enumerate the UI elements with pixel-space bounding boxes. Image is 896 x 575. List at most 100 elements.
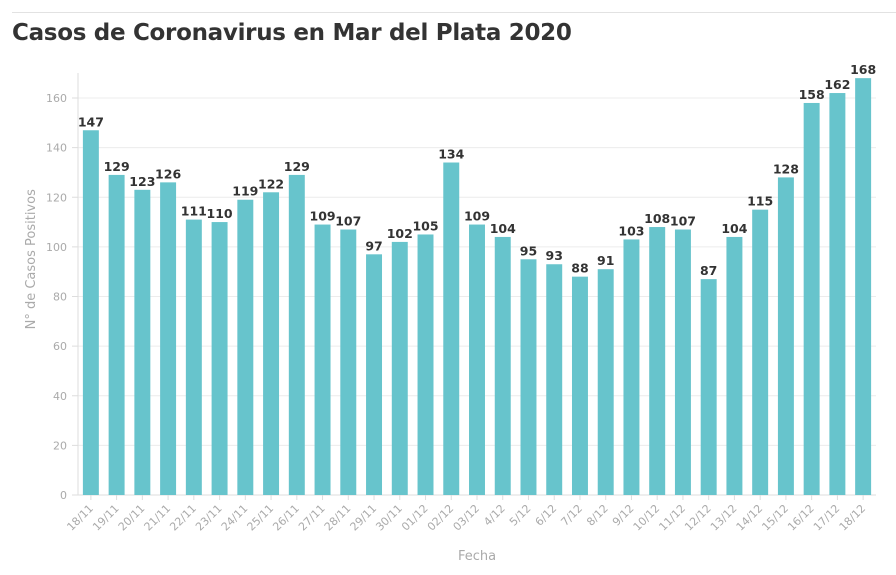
bar	[494, 236, 511, 495]
bar	[288, 174, 305, 495]
bar	[443, 162, 460, 495]
bar	[366, 254, 383, 495]
data-label: 115	[747, 194, 773, 209]
data-label: 111	[181, 204, 207, 219]
y-axis-title: N° de Casos Positivos	[24, 189, 39, 329]
bar	[752, 209, 769, 495]
y-tick-label: 20	[53, 439, 67, 452]
bar	[520, 259, 537, 495]
bar	[211, 222, 228, 495]
data-label: 107	[335, 214, 361, 229]
x-tick-label: 24/11	[219, 502, 251, 534]
y-tick-label: 60	[53, 340, 67, 353]
y-tick-label: 120	[46, 191, 67, 204]
x-tick-label: 14/12	[734, 502, 766, 534]
data-label: 108	[644, 211, 670, 226]
data-label: 126	[155, 166, 181, 181]
chart-title: Casos de Coronavirus en Mar del Plata 20…	[12, 20, 572, 46]
x-tick-label: 01/12	[399, 502, 431, 534]
data-label: 122	[258, 176, 284, 191]
x-tick-label: 20/11	[116, 502, 148, 534]
x-tick-label: 6/12	[533, 502, 560, 529]
data-label: 129	[284, 159, 310, 174]
bar	[417, 234, 434, 495]
data-label: 109	[310, 209, 336, 224]
bar	[649, 227, 666, 495]
x-tick-label: 18/11	[64, 502, 96, 534]
data-label: 119	[232, 184, 258, 199]
bar	[829, 93, 846, 495]
data-label: 107	[670, 214, 696, 229]
bar	[82, 130, 99, 495]
x-tick-label: 27/11	[296, 502, 328, 534]
y-tick-label: 0	[60, 489, 67, 502]
x-tick-label: 02/12	[425, 502, 457, 534]
data-label: 105	[412, 218, 438, 233]
bar	[134, 189, 151, 495]
bar	[314, 224, 331, 495]
bar	[726, 236, 743, 495]
bar	[700, 279, 717, 495]
bar	[546, 264, 563, 495]
bar	[340, 229, 357, 495]
x-tick-label: 4/12	[481, 502, 508, 529]
x-tick-label: 5/12	[507, 502, 534, 529]
data-label: 158	[799, 87, 825, 102]
bar	[623, 239, 640, 495]
bar	[185, 219, 202, 496]
x-tick-label: 21/11	[142, 502, 174, 534]
data-label: 103	[618, 223, 644, 238]
x-tick-labels: 18/1119/1120/1121/1122/1123/1124/1125/11…	[64, 502, 868, 534]
data-label: 91	[597, 253, 614, 268]
x-tick-label: 13/12	[708, 502, 740, 534]
bar	[160, 182, 177, 496]
data-label: 168	[850, 62, 876, 77]
data-label: 110	[207, 206, 233, 221]
y-tick-label: 100	[46, 241, 67, 254]
data-label: 109	[464, 209, 490, 224]
x-axis-title: Fecha	[458, 549, 496, 564]
data-label: 129	[104, 159, 130, 174]
y-tick-label: 160	[46, 92, 67, 105]
x-tick-label: 10/12	[631, 502, 663, 534]
data-label: 88	[571, 261, 588, 276]
bar	[855, 78, 872, 496]
x-tick-label: 22/11	[167, 502, 199, 534]
data-label: 93	[546, 248, 563, 263]
top-divider	[12, 12, 896, 13]
y-tick-label: 140	[46, 142, 67, 155]
data-label: 128	[773, 161, 799, 176]
x-tick-label: 16/12	[785, 502, 817, 534]
x-tick-label: 26/11	[270, 502, 302, 534]
x-tick-label: 29/11	[348, 502, 380, 534]
bar	[571, 276, 588, 495]
x-tick-label: 8/12	[584, 502, 611, 529]
data-label: 97	[365, 238, 382, 253]
data-label: 104	[490, 221, 516, 236]
bar	[108, 174, 125, 495]
x-tick-label: 30/11	[373, 502, 405, 534]
data-label: 104	[721, 221, 747, 236]
y-tick-label: 80	[53, 291, 67, 304]
data-label: 123	[129, 174, 155, 189]
data-label: 95	[520, 243, 537, 258]
bar	[469, 224, 485, 495]
data-label: 102	[387, 226, 413, 241]
x-tick-label: 19/11	[90, 502, 122, 534]
bars	[82, 78, 872, 496]
bar	[777, 177, 794, 495]
bar	[597, 269, 614, 495]
x-tick-label: 25/11	[245, 502, 277, 534]
gridlines	[78, 97, 876, 446]
x-tick-label: 18/12	[837, 502, 869, 534]
x-tick-label: 03/12	[451, 502, 483, 534]
x-tick-label: 23/11	[193, 502, 225, 534]
bar	[674, 229, 691, 495]
data-label: 87	[700, 263, 717, 278]
y-tick-labels: 0 20 40 60 80 100 120 140 160	[46, 92, 67, 502]
x-tick-label: 15/12	[759, 502, 791, 534]
x-tick-label: 28/11	[322, 502, 354, 534]
bar	[263, 192, 280, 495]
data-label: 147	[78, 114, 104, 129]
